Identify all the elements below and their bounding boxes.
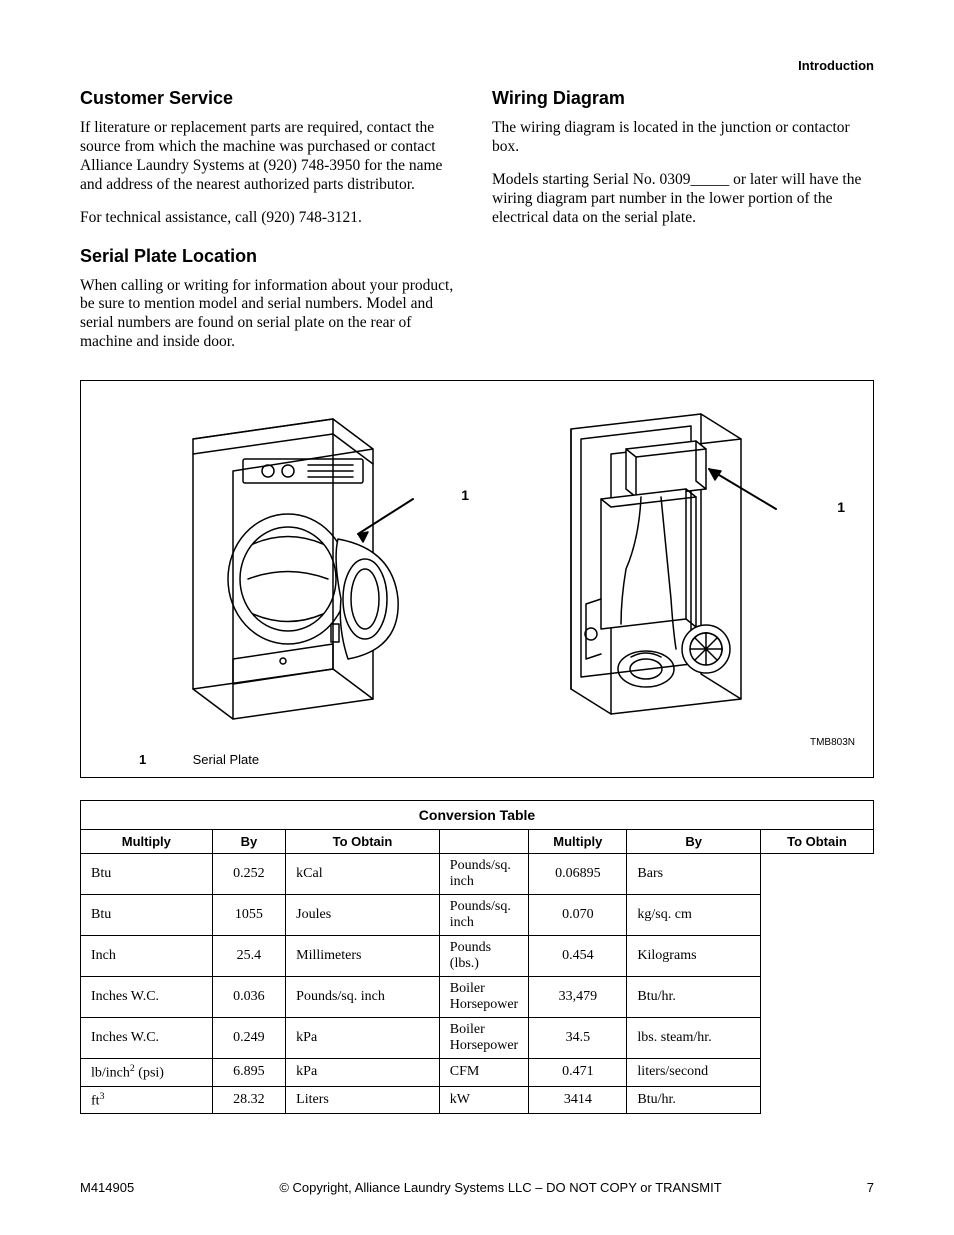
cell-multiply: ft3 bbox=[81, 1086, 213, 1114]
footer-page-num: 7 bbox=[867, 1180, 874, 1195]
table-row: Btu0.252kCalPounds/sq. inch0.06895Bars bbox=[81, 854, 874, 895]
figure-front-view: 1 bbox=[99, 399, 467, 729]
cell-obtain: Liters bbox=[286, 1086, 440, 1114]
cell-multiply: Pounds (lbs.) bbox=[439, 936, 528, 977]
cell-multiply: Pounds/sq. inch bbox=[439, 854, 528, 895]
cell-obtain: Millimeters bbox=[286, 936, 440, 977]
serial-plate-heading: Serial Plate Location bbox=[80, 246, 462, 267]
callout-1-rear: 1 bbox=[837, 499, 845, 515]
th-multiply-r: Multiply bbox=[529, 830, 627, 854]
section-header: Introduction bbox=[798, 58, 874, 73]
cell-by: 0.06895 bbox=[529, 854, 627, 895]
cell-obtain: Bars bbox=[627, 854, 760, 895]
cell-by: 0.070 bbox=[529, 895, 627, 936]
callout-1-front: 1 bbox=[461, 487, 469, 503]
page-footer: M414905 © Copyright, Alliance Laundry Sy… bbox=[80, 1180, 874, 1195]
table-row: lb/inch2 (psi)6.895kPaCFM0.471liters/sec… bbox=[81, 1059, 874, 1087]
cell-obtain: Btu/hr. bbox=[627, 977, 760, 1018]
left-column: Customer Service If literature or replac… bbox=[80, 88, 462, 366]
table-row: Btu1055JoulesPounds/sq. inch0.070kg/sq. … bbox=[81, 895, 874, 936]
cell-obtain: Joules bbox=[286, 895, 440, 936]
cell-multiply: Pounds/sq. inch bbox=[439, 895, 528, 936]
serial-plate-p1: When calling or writing for information … bbox=[80, 277, 462, 353]
cell-multiply: Boiler Horsepower bbox=[439, 1018, 528, 1059]
cell-multiply: Boiler Horsepower bbox=[439, 977, 528, 1018]
cell-by: 0.454 bbox=[529, 936, 627, 977]
cell-by: 25.4 bbox=[212, 936, 286, 977]
wiring-diagram-p2: Models starting Serial No. 0309_____ or … bbox=[492, 171, 874, 228]
cell-obtain: kCal bbox=[286, 854, 440, 895]
th-by-r: By bbox=[627, 830, 760, 854]
cell-multiply: lb/inch2 (psi) bbox=[81, 1059, 213, 1087]
cell-by: 34.5 bbox=[529, 1018, 627, 1059]
cell-by: 0.036 bbox=[212, 977, 286, 1018]
wiring-diagram-p1: The wiring diagram is located in the jun… bbox=[492, 119, 874, 157]
footer-copyright: © Copyright, Alliance Laundry Systems LL… bbox=[134, 1180, 867, 1195]
cell-by: 0.249 bbox=[212, 1018, 286, 1059]
th-obtain-r: To Obtain bbox=[760, 830, 873, 854]
cell-by: 0.471 bbox=[529, 1059, 627, 1087]
cell-by: 33,479 bbox=[529, 977, 627, 1018]
figure-code: TMB803N bbox=[99, 737, 855, 748]
legend-num: 1 bbox=[139, 752, 189, 767]
cell-obtain: lbs. steam/hr. bbox=[627, 1018, 760, 1059]
figure-serial-plate: 1 bbox=[80, 380, 874, 778]
th-obtain-l: To Obtain bbox=[286, 830, 440, 854]
cell-multiply: CFM bbox=[439, 1059, 528, 1087]
cell-obtain: kPa bbox=[286, 1059, 440, 1087]
conversion-table: Conversion Table Multiply By To Obtain M… bbox=[80, 800, 874, 1114]
table-row: Inch25.4MillimetersPounds (lbs.)0.454Kil… bbox=[81, 936, 874, 977]
cell-multiply: Btu bbox=[81, 895, 213, 936]
cell-multiply: Inches W.C. bbox=[81, 977, 213, 1018]
cell-by: 28.32 bbox=[212, 1086, 286, 1114]
legend-text: Serial Plate bbox=[193, 752, 259, 767]
cell-by: 6.895 bbox=[212, 1059, 286, 1087]
footer-doc-id: M414905 bbox=[80, 1180, 134, 1195]
cell-obtain: Kilograms bbox=[627, 936, 760, 977]
right-column: Wiring Diagram The wiring diagram is loc… bbox=[492, 88, 874, 366]
cell-multiply: kW bbox=[439, 1086, 528, 1114]
table-row: Inches W.C.0.249kPaBoiler Horsepower34.5… bbox=[81, 1018, 874, 1059]
table-row: Inches W.C.0.036Pounds/sq. inchBoiler Ho… bbox=[81, 977, 874, 1018]
dryer-rear-icon bbox=[531, 399, 811, 729]
cell-multiply: Inch bbox=[81, 936, 213, 977]
figure-rear-view: 1 bbox=[487, 399, 855, 729]
th-multiply-l: Multiply bbox=[81, 830, 213, 854]
cell-obtain: kg/sq. cm bbox=[627, 895, 760, 936]
customer-service-heading: Customer Service bbox=[80, 88, 462, 109]
wiring-diagram-heading: Wiring Diagram bbox=[492, 88, 874, 109]
cell-obtain: liters/second bbox=[627, 1059, 760, 1087]
customer-service-p2: For technical assistance, call (920) 748… bbox=[80, 209, 462, 228]
cell-obtain: kPa bbox=[286, 1018, 440, 1059]
table-title: Conversion Table bbox=[81, 801, 874, 830]
dryer-front-icon bbox=[133, 399, 433, 729]
customer-service-p1: If literature or replacement parts are r… bbox=[80, 119, 462, 195]
cell-by: 1055 bbox=[212, 895, 286, 936]
table-row: ft328.32LiterskW3414Btu/hr. bbox=[81, 1086, 874, 1114]
cell-multiply: Inches W.C. bbox=[81, 1018, 213, 1059]
cell-obtain: Pounds/sq. inch bbox=[286, 977, 440, 1018]
figure-legend: 1 Serial Plate bbox=[99, 752, 855, 767]
cell-by: 3414 bbox=[529, 1086, 627, 1114]
table-spacer bbox=[439, 830, 528, 854]
cell-multiply: Btu bbox=[81, 854, 213, 895]
cell-by: 0.252 bbox=[212, 854, 286, 895]
cell-obtain: Btu/hr. bbox=[627, 1086, 760, 1114]
th-by-l: By bbox=[212, 830, 286, 854]
two-column-layout: Customer Service If literature or replac… bbox=[80, 88, 874, 366]
